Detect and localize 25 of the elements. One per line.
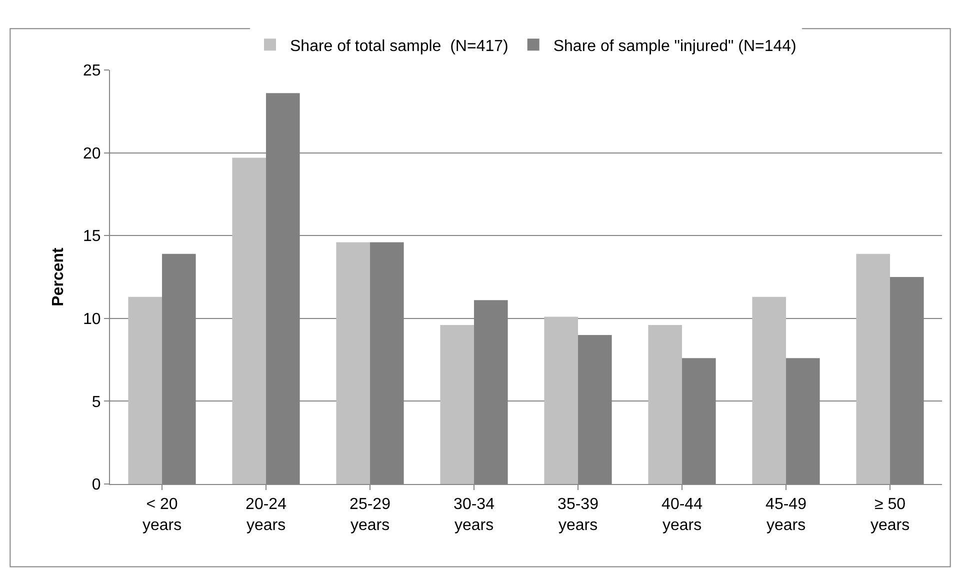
y-tick-label: 0 xyxy=(92,476,101,494)
y-tick-label: 5 xyxy=(92,394,101,411)
x-tick-label: 25-29 years xyxy=(350,496,391,534)
x-tick-label: 40-44 years xyxy=(662,496,703,534)
x-tick-label: 20-24 years xyxy=(246,496,287,534)
bar xyxy=(544,316,578,484)
y-tick-label: 10 xyxy=(83,311,101,328)
legend-label: Share of total sample (N=417) xyxy=(290,38,508,55)
y-tick-label: 25 xyxy=(83,62,101,80)
x-tick-label: 45-49 years xyxy=(766,496,807,534)
x-tick-label: 30-34 years xyxy=(454,496,495,534)
x-tick-label: ≥ 50 years xyxy=(870,496,910,534)
x-tick-label: 35-39 years xyxy=(558,496,599,534)
bar xyxy=(440,325,474,484)
bar xyxy=(128,296,162,484)
y-tick-label: 20 xyxy=(83,145,101,162)
y-tick-label: 15 xyxy=(83,228,101,246)
x-tick-label: < 20 years xyxy=(142,496,182,534)
bar xyxy=(856,254,890,484)
bar xyxy=(336,242,370,484)
legend-label: Share of sample "injured" (N=144) xyxy=(553,38,796,55)
y-axis-title: Percent xyxy=(50,246,67,306)
bar xyxy=(752,296,786,484)
bar xyxy=(648,325,682,484)
bar xyxy=(232,158,266,484)
